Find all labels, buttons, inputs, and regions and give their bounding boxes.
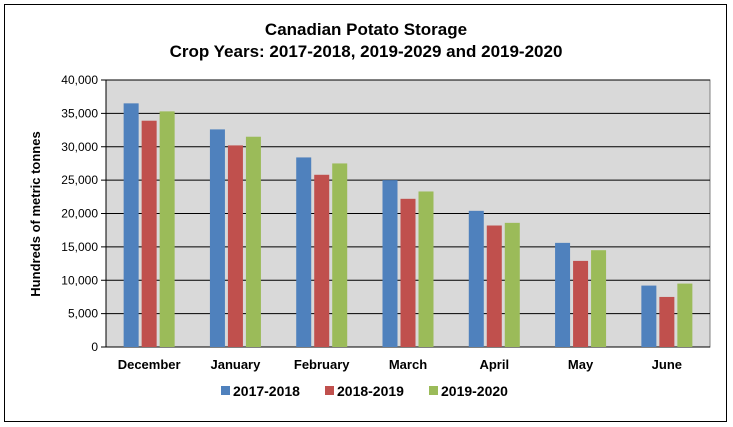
bar: [677, 283, 693, 347]
bar: [123, 103, 139, 347]
bar: [141, 120, 157, 347]
legend-swatch: [325, 386, 334, 395]
bar: [641, 285, 657, 347]
legend: 2017-2018 2018-2019 2019-2020: [221, 383, 508, 399]
bar: [245, 136, 261, 347]
bar: [573, 260, 589, 347]
y-tick-label: 35,000: [61, 106, 98, 120]
bar: [159, 111, 175, 347]
y-axis-label: Hundreds of metric tonnes: [28, 131, 43, 296]
x-category-label: June: [652, 357, 682, 372]
bar: [227, 145, 243, 347]
y-tick-label: 30,000: [61, 140, 98, 154]
x-category-label: February: [294, 357, 350, 372]
bar: [418, 191, 434, 347]
legend-swatch: [429, 386, 438, 395]
chart-title-line-1: Canadian Potato Storage: [265, 20, 467, 39]
bar: [468, 210, 484, 347]
x-category-label: March: [389, 357, 427, 372]
chart-title-line-2: Crop Years: 2017-2018, 2019-2029 and 201…: [170, 42, 563, 61]
bars: [123, 103, 693, 347]
legend-label: 2019-2020: [441, 383, 508, 399]
bar: [591, 250, 607, 347]
bar: [555, 242, 571, 347]
x-category-label: December: [118, 357, 181, 372]
legend-label: 2017-2018: [233, 383, 300, 399]
y-tick-label: 40,000: [61, 73, 98, 87]
y-axis-ticks: 0 5,000 10,000 15,000 20,000 25,000 30,000 35,0…: [61, 73, 710, 354]
bar: [486, 225, 502, 347]
legend-swatch: [221, 386, 230, 395]
bar: [504, 222, 520, 347]
y-tick-label: 25,000: [61, 173, 98, 187]
bar: [296, 157, 312, 347]
y-tick-label: 0: [91, 340, 98, 354]
x-axis-labels: December January February March April May June: [118, 357, 682, 372]
legend-label: 2018-2019: [337, 383, 404, 399]
bar: [400, 198, 416, 347]
x-category-label: May: [568, 357, 594, 372]
bar: [332, 163, 348, 347]
bar: [314, 174, 330, 347]
bar: [659, 296, 675, 347]
x-category-label: April: [479, 357, 509, 372]
y-tick-label: 15,000: [61, 240, 98, 254]
y-tick-label: 10,000: [61, 273, 98, 287]
bar: [382, 180, 398, 347]
bar: [209, 129, 225, 347]
y-tick-label: 5,000: [68, 307, 98, 321]
y-tick-label: 20,000: [61, 207, 98, 221]
x-category-label: January: [210, 357, 261, 372]
